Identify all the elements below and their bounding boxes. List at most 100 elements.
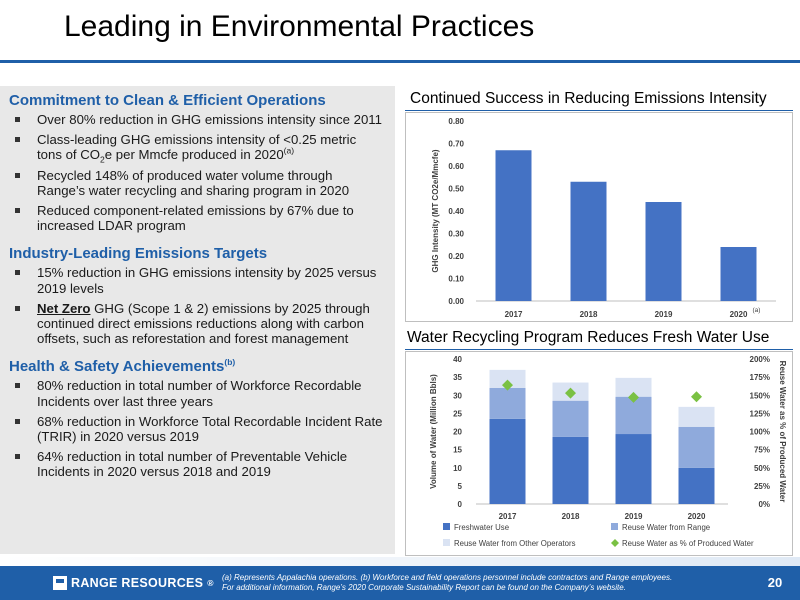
- bar: [495, 150, 532, 301]
- legend-swatch: [443, 539, 450, 546]
- section-heading-health-safety: Health & Safety Achievements(b): [9, 358, 383, 376]
- y-tick-label: 30: [453, 391, 462, 400]
- y-tick-label: 25: [453, 409, 462, 418]
- x-tick-label: 2020: [688, 512, 706, 521]
- percent-marker: [502, 379, 513, 391]
- y-tick-label: 20: [453, 428, 462, 437]
- bar: [720, 247, 757, 301]
- net-zero-label: Net Zero: [37, 300, 91, 316]
- section-heading-clean-operations: Commitment to Clean & Efficient Operatio…: [9, 92, 326, 109]
- y-tick-label: 0.30: [448, 230, 464, 239]
- x-tick-label: 2018: [580, 310, 598, 319]
- y-tick-label: 35: [453, 373, 462, 382]
- y-tick-label: 15: [453, 446, 462, 455]
- x-tick-footnote-ref: (a): [753, 307, 761, 314]
- x-tick-label: 2018: [562, 512, 580, 521]
- y2-axis-label: Reuse Water as % of Produced Water: [778, 361, 787, 503]
- legend-swatch: [611, 539, 619, 547]
- range-resources-logo: RANGE RESOURCES ®: [53, 576, 214, 590]
- y-tick-label: 0.60: [448, 162, 464, 171]
- heading-text: Health & Safety Achievements: [9, 358, 225, 376]
- stacked-bar-segment: [489, 369, 526, 388]
- x-tick-label: 2020: [730, 310, 748, 319]
- stacked-bar-segment: [615, 377, 652, 397]
- stacked-bar-segment: [552, 436, 589, 504]
- y2-tick-label: 25%: [754, 482, 770, 491]
- y-tick-label: 0.00: [448, 297, 464, 306]
- range-logo-icon: [53, 576, 67, 590]
- y-tick-label: 0.10: [448, 275, 464, 284]
- y-tick-label: 0: [458, 500, 463, 509]
- footnotes: (a) Represents Appalachia operations. (b…: [222, 573, 722, 593]
- water-recycling-chart: 0 5 10 15 20 25 30 35 40 0% 25% 50% 75% 100% 125% 150% 1…: [429, 355, 787, 548]
- stacked-bar-segment: [678, 426, 715, 468]
- y2-tick-label: 100%: [750, 428, 770, 437]
- logo-text: RANGE RESOURCES: [71, 576, 204, 590]
- water-chart-frame: 0 5 10 15 20 25 30 35 40 0% 25% 50% 75% 100% 125% 150% 1…: [405, 351, 793, 556]
- health-safety-list: 80% reduction in total number of Workfor…: [9, 378, 383, 479]
- bullet-text: GHG (Scope 1 & 2) emissions by 2025 thro…: [37, 300, 370, 347]
- y2-tick-label: 200%: [750, 355, 770, 364]
- emissions-chart-title: Continued Success in Reducing Emissions …: [410, 90, 767, 107]
- y-tick-label: 0.20: [448, 252, 464, 261]
- bullet-item: Over 80% reduction in GHG emissions inte…: [9, 112, 383, 127]
- stacked-bar-segment: [489, 418, 526, 504]
- legend-label: Reuse Water from Range: [622, 523, 710, 532]
- bullet-text-tail: e per Mmcfe produced in 2020: [104, 147, 284, 163]
- bullet-item: 80% reduction in total number of Workfor…: [9, 378, 383, 409]
- bullet-text: Class-leading GHG emissions intensity of…: [37, 132, 357, 163]
- co2-subscript: 2: [100, 155, 105, 166]
- footnote-ref-b: (b): [224, 357, 236, 368]
- footnote-line: For additional information, Range’s 2020…: [222, 583, 626, 592]
- legend-label: Reuse Water as % of Produced Water: [622, 539, 754, 548]
- y-tick-label: 0.80: [448, 117, 464, 126]
- y-tick-label: 40: [453, 355, 462, 364]
- stacked-bar-segment: [615, 434, 652, 504]
- y2-tick-label: 50%: [754, 464, 770, 473]
- section-heading-emissions-targets: Industry-Leading Emissions Targets: [9, 245, 268, 263]
- emissions-targets-list: 15% reduction in GHG emissions intensity…: [9, 265, 383, 346]
- y2-tick-label: 75%: [754, 446, 770, 455]
- x-tick-label: 2017: [505, 310, 523, 319]
- bullet-item: 15% reduction in GHG emissions intensity…: [9, 265, 383, 296]
- page-title: Leading in Environmental Practices: [64, 10, 535, 43]
- chart-title-underline: [405, 110, 793, 111]
- legend-label: Reuse Water from Other Operators: [454, 539, 576, 548]
- stacked-bar-segment: [678, 467, 715, 504]
- percent-marker: [691, 391, 702, 403]
- y-tick-label: 10: [453, 464, 462, 473]
- title-divider: [0, 60, 800, 63]
- percent-marker: [565, 387, 576, 399]
- x-tick-label: 2019: [625, 512, 643, 521]
- bullet-item: 68% reduction in Workforce Total Recorda…: [9, 414, 383, 444]
- left-content-panel: Commitment to Clean & Efficient Operatio…: [0, 86, 395, 554]
- emissions-intensity-chart: 0.00 0.10 0.20 0.30 0.40 0.50 0.60 0.70 0.80 2017…: [431, 117, 776, 319]
- page-number: 20: [750, 566, 800, 600]
- clean-operations-list: Over 80% reduction in GHG emissions inte…: [9, 112, 383, 233]
- emissions-chart-frame: 0.00 0.10 0.20 0.30 0.40 0.50 0.60 0.70 0.80 2017…: [405, 112, 793, 322]
- y2-tick-label: 150%: [750, 391, 770, 400]
- y-tick-label: 5: [458, 482, 463, 491]
- y-tick-label: 0.70: [448, 140, 464, 149]
- x-tick-label: 2017: [499, 512, 517, 521]
- footnote-ref-a: (a): [283, 146, 295, 157]
- bar: [645, 202, 682, 301]
- footnote-line: (a) Represents Appalachia operations. (b…: [222, 573, 673, 582]
- stacked-bar-segment: [489, 388, 526, 419]
- bullet-item: Reduced component-related emissions by 6…: [9, 203, 383, 233]
- footer-accent-band: [0, 557, 800, 566]
- y-tick-label: 0.50: [448, 185, 464, 194]
- water-chart-title: Water Recycling Program Reduces Fresh Wa…: [407, 329, 770, 346]
- x-tick-label: 2019: [655, 310, 673, 319]
- y2-tick-label: 125%: [750, 409, 770, 418]
- footer-bar: RANGE RESOURCES ® (a) Represents Appalach…: [0, 566, 800, 600]
- bullet-item: Net Zero GHG (Scope 1 & 2) emissions by …: [9, 301, 383, 347]
- y2-tick-label: 0%: [758, 500, 770, 509]
- y-axis-label: Volume of Water (Million Bbls): [429, 374, 438, 489]
- y2-tick-label: 175%: [750, 373, 770, 382]
- y-axis-label: GHG Intensity (MT CO2e/Mmcfe): [431, 149, 440, 272]
- legend-label: Freshwater Use: [454, 523, 509, 532]
- legend-swatch: [443, 523, 450, 530]
- chart-title-underline: [405, 349, 793, 350]
- stacked-bar-segment: [678, 406, 715, 427]
